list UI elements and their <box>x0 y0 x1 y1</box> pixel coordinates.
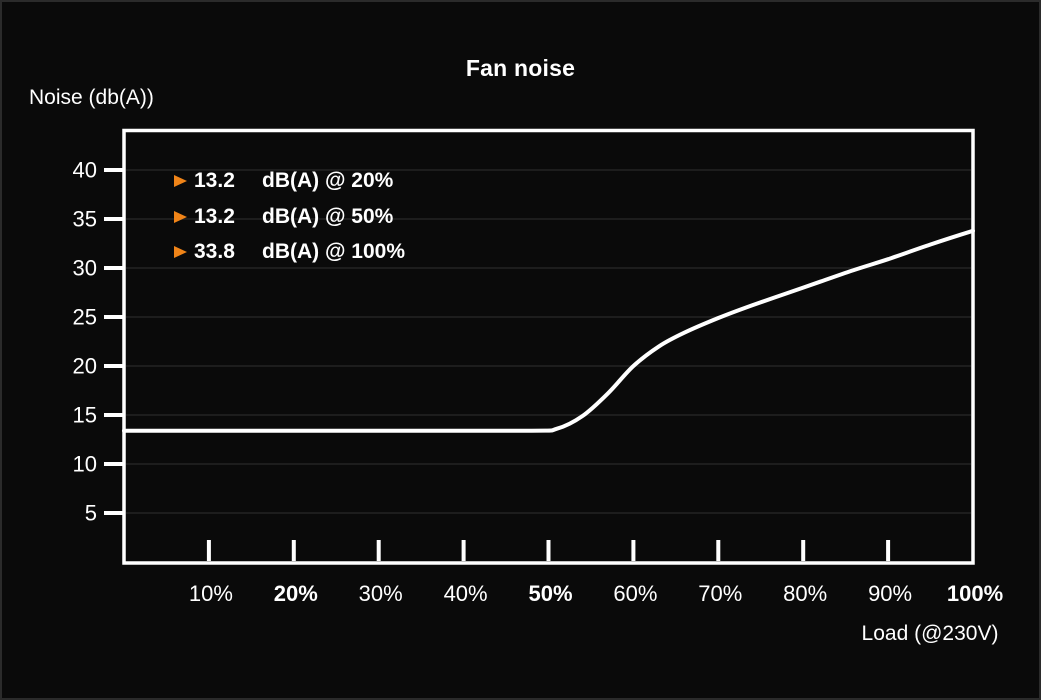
x-axis-label: Load (@230V) <box>861 622 999 645</box>
y-tick-label-35: 35 <box>73 207 97 232</box>
x-tick-label-50: 50% <box>528 581 572 606</box>
y-tick-label-10: 10 <box>73 452 97 477</box>
legend-row-2: 13.2 dB(A) @ 50% <box>174 205 394 228</box>
triangle-marker-icon <box>174 211 187 223</box>
legend-row-1: 13.2 dB(A) @ 20% <box>174 169 394 192</box>
x-ticks: 10% 20% 30% 40% 50% 60% 70% 80% 90% 100% <box>189 540 1003 606</box>
triangle-marker-icon <box>174 175 187 187</box>
x-tick-label-80: 80% <box>783 581 827 606</box>
gridlines <box>126 169 971 514</box>
y-axis-label: Noise (db(A)) <box>29 86 154 109</box>
x-tick-label-70: 70% <box>698 581 742 606</box>
x-tick-label-20: 20% <box>274 581 318 606</box>
y-tick-label-40: 40 <box>73 158 97 183</box>
legend-value: 33.8 <box>194 240 235 263</box>
legend-label: dB(A) @ 20% <box>262 169 394 192</box>
y-tick-label-15: 15 <box>73 403 97 428</box>
chart-title: Fan noise <box>465 55 576 81</box>
x-tick-label-60: 60% <box>613 581 657 606</box>
plot-border <box>122 128 975 565</box>
noise-curve <box>122 228 975 433</box>
x-tick-label-100: 100% <box>947 581 1003 606</box>
legend-row-3: 33.8 dB(A) @ 100% <box>174 240 406 263</box>
legend-label: dB(A) @ 100% <box>262 240 406 263</box>
y-tick-label-20: 20 <box>73 354 97 379</box>
y-ticks: 5 10 15 20 25 30 35 40 <box>73 158 123 526</box>
x-tick-label-10: 10% <box>189 581 233 606</box>
triangle-marker-icon <box>174 246 187 258</box>
y-tick-label-5: 5 <box>85 501 97 526</box>
x-tick-label-40: 40% <box>444 581 488 606</box>
x-tick-label-30: 30% <box>359 581 403 606</box>
x-tick-label-90: 90% <box>868 581 912 606</box>
y-tick-label-25: 25 <box>73 305 97 330</box>
legend-value: 13.2 <box>194 169 235 192</box>
y-tick-label-30: 30 <box>73 256 97 281</box>
legend-label: dB(A) @ 50% <box>262 205 394 228</box>
legend-value: 13.2 <box>194 205 235 228</box>
